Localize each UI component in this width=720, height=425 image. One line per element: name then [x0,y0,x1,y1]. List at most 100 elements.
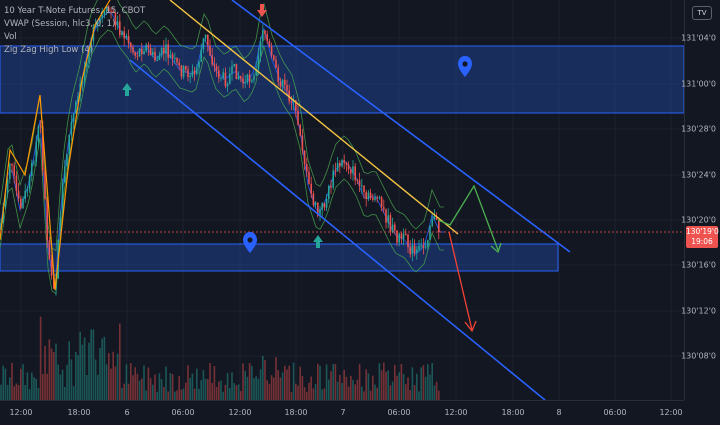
volume-bar [253,378,255,400]
volume-bar [94,359,97,400]
volume-bar [429,374,431,400]
candle-body [70,122,73,135]
price-axis[interactable]: 131'04'0 131'00'0 130'28'0 130'24'0 130'… [681,0,720,400]
volume-bar [57,364,59,400]
candle-body [416,249,418,253]
candle-body [328,186,330,200]
volume-bar [347,386,350,400]
candle-body [273,55,275,60]
volume-bar [332,364,334,400]
price-chart[interactable] [0,0,684,400]
time-axis[interactable]: 12:00 18:00 6 06:00 12:00 18:00 7 06:00 … [0,400,684,425]
volume-bar [86,375,88,400]
candle-body [127,35,130,43]
candle-body [433,216,436,220]
candle-body [163,47,165,54]
zigzag-line [0,0,111,291]
price-tick: 130'12'0 [681,306,716,316]
volume-bar [341,383,343,400]
indicator-vwap[interactable]: VWAP (Session, hlc3, 0, 1) [4,19,116,29]
candle-body [356,180,359,182]
candle-body [174,58,176,60]
volume-bar [275,357,277,400]
candle-body [15,175,18,191]
volume-bar [22,364,24,400]
volume-bar [11,362,13,400]
candle-body [110,11,112,13]
candle-body [167,44,169,58]
volume-bar [405,384,407,400]
volume-bar [145,390,147,400]
volume-bar [110,368,112,400]
candle-body [200,49,202,62]
candle-body [295,100,297,111]
volume-bar [356,379,359,400]
volume-bar [79,331,81,400]
map-pin-icon[interactable] [458,56,472,77]
volume-bar [24,384,26,400]
candle-body [13,165,15,176]
yellow-trendline[interactable] [169,0,459,235]
volume-bar [361,386,363,400]
volume-bar [387,370,389,400]
candle-body [156,60,158,62]
upper-demand-zone[interactable] [0,45,684,114]
candle-body [332,170,334,188]
candle-body [185,66,187,70]
channel-upper-line[interactable] [231,0,571,253]
indicator-zigzag[interactable]: Zig Zag High Low (4) [4,45,94,55]
volume-bar [123,383,125,400]
candle-body [398,233,400,243]
candle-body [422,245,425,248]
candle-body [290,101,293,103]
volume-bar [4,368,7,400]
volume-bar [169,373,172,400]
time-tick: 6 [124,408,130,417]
candle-body [253,75,255,81]
current-price-tag: 130'19'0 19:06 [686,226,719,248]
volume-bar [59,374,62,400]
volume-bar [279,377,282,400]
channel-lower-line[interactable] [129,59,546,400]
chart-legend[interactable]: 10 Year T-Note Futures, 15, CBOT VWAP (S… [4,5,145,57]
candle-body [389,215,392,232]
candle-body [72,113,75,123]
volume-bar [211,382,213,400]
volume-bar [13,386,15,400]
volume-bar [37,388,40,400]
volume-bar [55,343,57,400]
volume-bar [290,391,293,400]
candle-body [418,245,420,250]
indicator-volume[interactable]: Vol [4,32,17,42]
candle-body [303,150,306,165]
candle-body [222,72,224,78]
candle-body [352,166,354,174]
candle-body [42,126,44,171]
price-tick: 130'20'0 [681,215,716,225]
volume-bar [116,353,119,400]
candle-body [165,44,167,54]
volume-bar [295,383,297,400]
projection-up-path[interactable] [437,184,499,251]
chart-canvas[interactable]: 10 Year T-Note Futures, 15, CBOT VWAP (S… [0,0,684,400]
candle-body [211,55,213,65]
candle-body [143,51,145,55]
volume-bar [187,365,189,400]
volume-bar [99,348,101,400]
candle-body [83,66,86,81]
candle-body [255,69,257,76]
volume-bar [220,380,222,400]
candle-body [125,35,128,39]
price-tick: 131'00'0 [681,79,716,89]
chart-title[interactable]: 10 Year T-Note Futures, 15, CBOT [4,6,146,16]
candle-body [233,63,235,67]
candle-body [237,76,240,80]
volume-bar [383,362,385,400]
volume-bar [72,386,75,400]
volume-bar [237,384,240,400]
map-pin-icon[interactable] [243,232,257,253]
volume-bar [176,390,178,400]
projection-down-path[interactable] [448,231,473,331]
lower-support-zone[interactable] [0,243,559,272]
candle-body [229,73,231,84]
